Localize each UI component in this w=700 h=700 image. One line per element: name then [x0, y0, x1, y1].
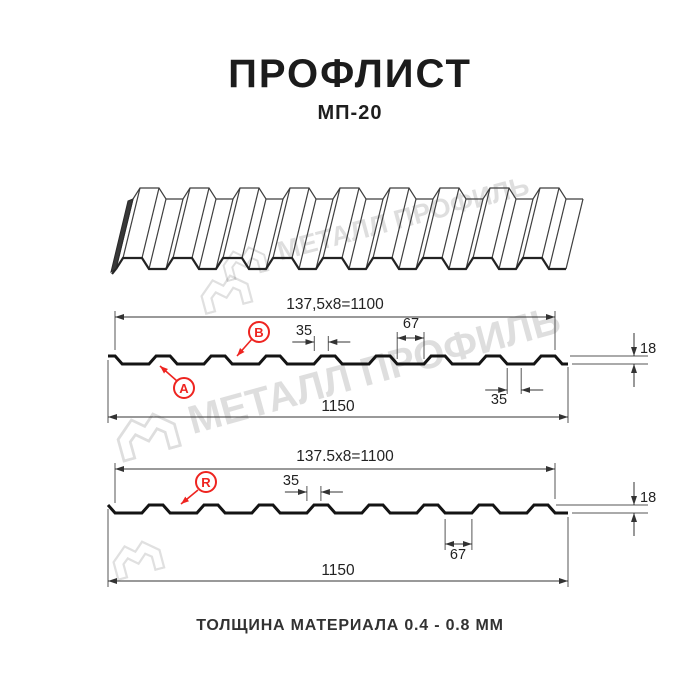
page-title: ПРОФЛИСТ	[228, 52, 472, 96]
dim-height-2: 18	[640, 490, 656, 506]
dim-height-1: 18	[640, 341, 656, 357]
dim-crest-1: 35	[296, 323, 312, 339]
dim-pan-2: 67	[450, 547, 466, 563]
callout-b: B	[248, 321, 270, 343]
profile-outline	[106, 503, 568, 515]
sheet-3d-drawing	[110, 187, 584, 275]
callout-a: A	[173, 377, 195, 399]
dim-overall-1: 1150	[321, 398, 355, 415]
callout-b-label: B	[254, 325, 263, 340]
dim-overall-2: 1150	[321, 562, 355, 579]
thickness-note: ТОЛЩИНА МАТЕРИАЛА 0.4 - 0.8 ММ	[196, 617, 504, 634]
product-code: МП-20	[317, 102, 383, 124]
dim-coverage-2: 137.5x8=1100	[296, 448, 394, 465]
sheet-near-edge	[115, 256, 566, 271]
dim-coverage-1: 137,5x8=1100	[286, 296, 384, 313]
sheet-far-edge	[132, 187, 583, 200]
callout-r: R	[195, 471, 217, 493]
cross-section-side-a	[107, 311, 648, 423]
dim-pan-1: 67	[403, 316, 419, 332]
callout-r-label: R	[201, 475, 211, 490]
callout-a-label: A	[179, 381, 189, 396]
dim-bottom-1: 35	[491, 392, 507, 408]
sheet-cut-edge	[110, 198, 134, 274]
profile-outline	[108, 354, 568, 366]
cross-section-side-r	[106, 463, 648, 587]
dim-crest-2: 35	[283, 473, 299, 489]
